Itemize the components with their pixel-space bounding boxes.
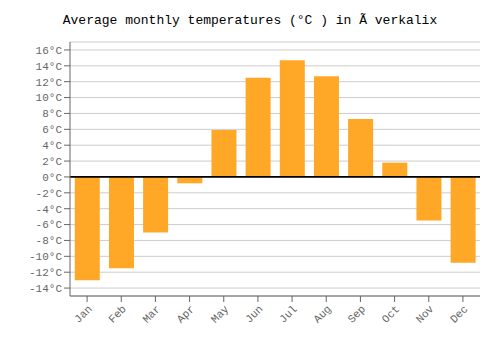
svg-text:14°C: 14°C (36, 61, 63, 73)
svg-text:10°C: 10°C (36, 92, 63, 104)
svg-text:12°C: 12°C (36, 77, 63, 89)
svg-text:Jul: Jul (277, 303, 299, 325)
svg-text:-14°C: -14°C (29, 283, 62, 295)
svg-text:8°C: 8°C (42, 108, 62, 120)
svg-text:-2°C: -2°C (36, 188, 63, 200)
svg-text:-10°C: -10°C (29, 251, 62, 263)
svg-text:Mar: Mar (141, 303, 163, 325)
svg-text:Sep: Sep (346, 303, 368, 325)
svg-text:16°C: 16°C (36, 45, 63, 57)
svg-text:Apr: Apr (175, 303, 197, 325)
svg-text:6°C: 6°C (42, 124, 62, 136)
svg-text:Jan: Jan (72, 303, 94, 325)
svg-text:Dec: Dec (448, 303, 470, 325)
svg-text:Aug: Aug (311, 303, 333, 325)
html-text:Average monthly temperatures (: Average monthly temperatures (°C ) in Ã … (62, 13, 438, 28)
svg-text:Nov: Nov (414, 303, 437, 326)
svg-text:4°C: 4°C (42, 140, 62, 152)
svg-text:-6°C: -6°C (36, 219, 63, 231)
svg-text:Feb: Feb (106, 303, 128, 325)
svg-text:-12°C: -12°C (29, 267, 62, 279)
svg-text:2°C: 2°C (42, 156, 62, 168)
svg-text:-8°C: -8°C (36, 235, 63, 247)
svg-text:-4°C: -4°C (36, 204, 63, 216)
svg-text:Jun: Jun (243, 303, 265, 325)
svg-text:May: May (209, 303, 232, 326)
svg-text:0°C: 0°C (42, 172, 62, 184)
svg-text:Oct: Oct (380, 303, 402, 325)
